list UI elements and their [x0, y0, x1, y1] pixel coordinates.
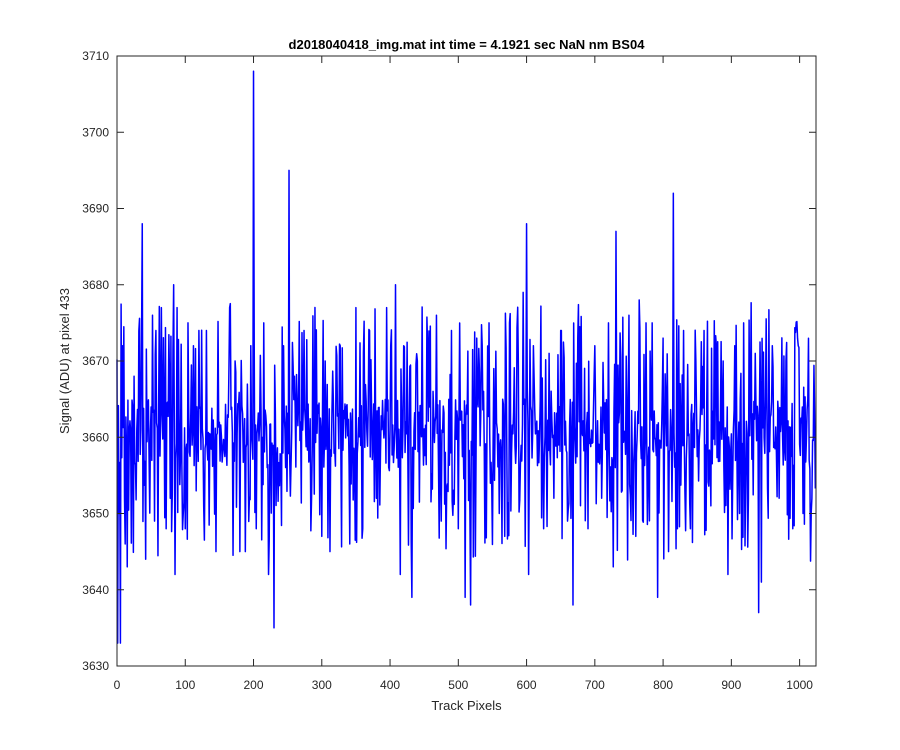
series-group	[116, 70, 817, 644]
y-axis-ticks: 3630 3640 3650 3660 3670 3680 3690 3700 3710	[82, 49, 816, 673]
y-tick-label: 3710	[82, 49, 109, 63]
x-tick-label: 0	[114, 678, 121, 692]
x-tick-label: 800	[653, 678, 673, 692]
y-tick-label: 3670	[82, 354, 109, 368]
x-tick-label: 900	[721, 678, 741, 692]
axes-box	[116, 55, 817, 667]
chart-title: d2018040418_img.mat int time = 4.1921 se…	[289, 37, 646, 52]
x-tick-label: 1000	[786, 678, 813, 692]
plot-area	[117, 56, 816, 666]
x-tick-label: 600	[517, 678, 537, 692]
y-tick-label: 3660	[82, 430, 109, 444]
y-tick-label: 3690	[82, 202, 109, 216]
x-tick-label: 700	[585, 678, 605, 692]
x-tick-label: 400	[380, 678, 400, 692]
x-axis-ticks: 0 100 200 300 400 500 600 700 800 900 1000	[114, 56, 813, 692]
x-tick-label: 200	[244, 678, 264, 692]
series-line	[116, 70, 817, 644]
y-tick-label: 3640	[82, 583, 109, 597]
x-tick-label: 100	[175, 678, 195, 692]
y-tick-label: 3700	[82, 125, 109, 139]
y-tick-label: 3650	[82, 507, 109, 521]
y-tick-label: 3630	[82, 659, 109, 673]
x-axis-title: Track Pixels	[431, 698, 502, 713]
x-tick-label: 300	[312, 678, 332, 692]
y-tick-label: 3680	[82, 278, 109, 292]
x-tick-label: 500	[448, 678, 468, 692]
y-axis-title: Signal (ADU) at pixel 433	[57, 288, 72, 434]
